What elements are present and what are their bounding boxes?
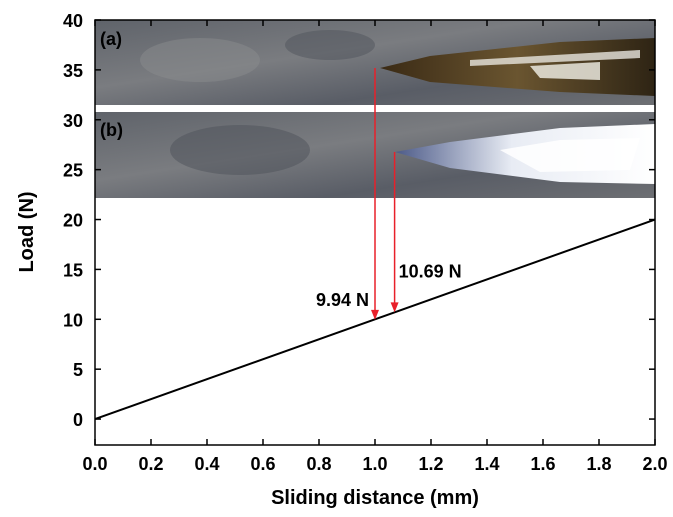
x-tick-label: 1.6 <box>530 454 555 474</box>
y-tick-label: 30 <box>63 111 83 131</box>
x-tick-label: 1.2 <box>418 454 443 474</box>
y-tick-label: 40 <box>63 11 83 31</box>
x-tick-label: 1.8 <box>586 454 611 474</box>
x-tick-label: 0.4 <box>194 454 219 474</box>
chart: (a) (b) Sliding distance (mm) Load (N) 0… <box>0 0 673 517</box>
x-tick-label: 0.2 <box>138 454 163 474</box>
x-tick-label: 1.0 <box>362 454 387 474</box>
y-axis-label: Load (N) <box>16 191 38 272</box>
annotation: 9.94 N <box>316 290 369 310</box>
y-tick-label: 25 <box>63 161 83 181</box>
panel-label: (a) <box>100 29 122 49</box>
x-tick-label: 1.4 <box>474 454 499 474</box>
y-tick-label: 20 <box>63 211 83 231</box>
x-axis-label: Sliding distance (mm) <box>271 487 479 509</box>
x-tick-label: 0.8 <box>306 454 331 474</box>
y-tick-label: 15 <box>63 260 83 280</box>
y-tick-label: 35 <box>63 61 83 81</box>
panel-label: (b) <box>100 120 123 140</box>
annotation: 10.69 N <box>399 261 462 281</box>
x-tick-label: 0.0 <box>82 454 107 474</box>
y-tick-label: 10 <box>63 310 83 330</box>
x-tick-label: 2.0 <box>642 454 667 474</box>
y-tick-label: 0 <box>73 410 83 430</box>
x-tick-label: 0.6 <box>250 454 275 474</box>
y-tick-label: 5 <box>73 360 83 380</box>
